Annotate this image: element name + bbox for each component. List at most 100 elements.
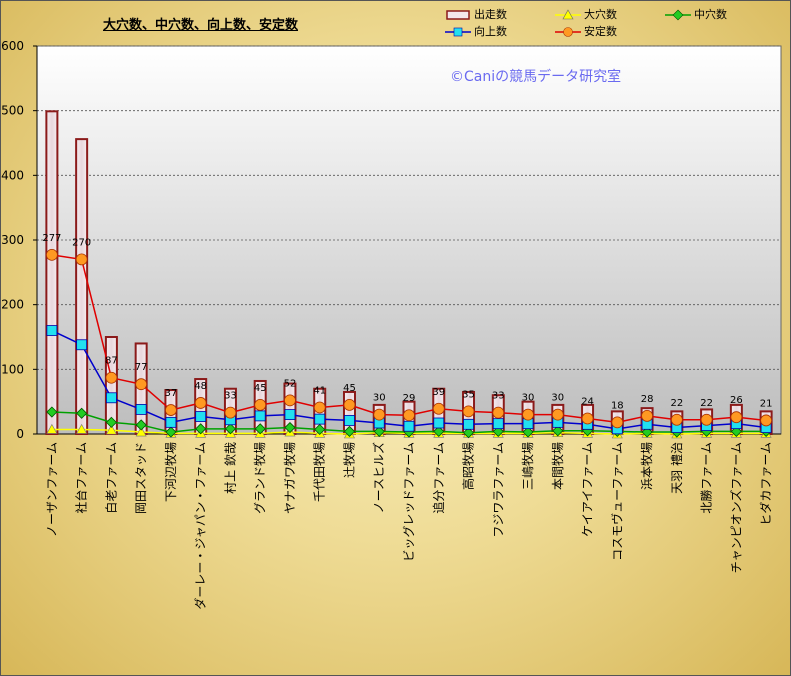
- x-tick-label: コスモヴューファーム: [609, 442, 624, 561]
- legend-item-big-longshot: 大穴数: [554, 8, 664, 22]
- data-point: [165, 416, 177, 428]
- data-label: 37: [165, 388, 178, 399]
- data-point: [135, 404, 147, 415]
- data-point: [165, 426, 177, 438]
- x-tick-label: ダーレー・ジャパン・ファーム: [193, 442, 208, 610]
- data-label: 29: [403, 393, 416, 404]
- data-label: 26: [730, 395, 743, 406]
- x-tick-label: 村上 欽哉: [222, 442, 237, 494]
- data-label: 21: [760, 398, 773, 409]
- data-label: 52: [284, 378, 297, 389]
- data-point: [403, 409, 415, 422]
- data-label: 45: [254, 383, 267, 394]
- data-point: [552, 425, 564, 437]
- data-point: [224, 406, 237, 419]
- x-tick-label: 高昭牧場: [461, 442, 476, 490]
- legend-label: 向上数: [474, 25, 507, 38]
- legend-item-improve: 向上数: [444, 25, 554, 39]
- x-tick-label: ケイアイファーム: [581, 442, 595, 537]
- data-point: [76, 423, 88, 434]
- y-tick-label: 600: [1, 39, 24, 53]
- data-point: [195, 423, 207, 435]
- data-label: 39: [432, 387, 445, 398]
- data-point: [492, 406, 505, 419]
- legend-label: 出走数: [474, 8, 507, 21]
- y-tick-label: 100: [1, 362, 24, 376]
- legend-item-stable: 安定数: [554, 25, 664, 39]
- data-point: [46, 406, 58, 418]
- x-tick-label: 白老ファーム: [103, 442, 118, 514]
- data-label: 35: [462, 389, 475, 400]
- data-point: [670, 413, 683, 426]
- data-point: [433, 425, 445, 437]
- data-label: 33: [224, 391, 237, 402]
- data-point: [611, 416, 624, 429]
- y-tick-label: 400: [1, 168, 24, 182]
- x-tick-label: 岡田スタッド: [134, 442, 148, 514]
- data-point: [551, 408, 564, 421]
- data-point: [730, 411, 743, 424]
- data-point: [224, 423, 237, 435]
- x-tick-label: 辻牧場: [342, 442, 356, 478]
- x-tick-label: チャンピオンズファーム: [728, 442, 743, 573]
- data-label: 30: [373, 393, 386, 404]
- y-tick-label: 0: [16, 427, 24, 441]
- data-label: 45: [343, 383, 356, 394]
- data-point: [135, 426, 147, 437]
- x-tick-label: ヤナガワ牧場: [283, 442, 297, 514]
- x-tick-label: 追分ファーム: [431, 442, 446, 514]
- x-tick-label: フジワラファーム: [491, 442, 505, 538]
- data-point: [165, 404, 177, 416]
- data-point: [462, 427, 475, 439]
- data-point: [641, 409, 653, 422]
- data-label: 18: [611, 400, 624, 411]
- data-point: [373, 425, 385, 437]
- data-label: 28: [641, 394, 654, 405]
- data-point: [45, 248, 58, 261]
- data-point: [522, 426, 534, 438]
- bar: [45, 110, 59, 436]
- data-point: [105, 371, 118, 384]
- data-label: 41: [313, 385, 326, 396]
- data-point: [284, 394, 296, 407]
- data-label: 87: [105, 356, 118, 367]
- x-tick-label: ヒダカファーム: [758, 442, 773, 526]
- data-point: [343, 398, 356, 411]
- data-label: 24: [581, 396, 594, 407]
- x-tick-label: 浜本牧場: [640, 442, 654, 490]
- y-tick-label: 500: [1, 104, 24, 118]
- data-point: [492, 418, 504, 430]
- x-tick-label: 千代田牧場: [313, 442, 327, 502]
- data-point: [284, 409, 296, 421]
- data-label: 22: [670, 398, 683, 409]
- data-point: [313, 401, 326, 414]
- data-point: [46, 325, 58, 336]
- x-tick-label: ビッグレッドファーム: [402, 442, 416, 562]
- data-point: [343, 425, 356, 437]
- data-point: [76, 339, 88, 351]
- x-tick-label: 下河辺牧場: [164, 442, 178, 502]
- y-tick-label: 200: [1, 298, 24, 312]
- legend-label: 中穴数: [694, 8, 727, 21]
- bar: [75, 138, 89, 435]
- data-point: [284, 421, 296, 434]
- data-point: [433, 417, 445, 429]
- data-point: [46, 423, 58, 434]
- x-tick-label: グランド牧場: [253, 442, 267, 514]
- data-point: [314, 423, 326, 436]
- x-tick-label: 三嶋牧場: [521, 442, 535, 490]
- data-point: [254, 398, 267, 411]
- data-point: [344, 415, 355, 426]
- x-tick-label: ノースヒルズ: [371, 442, 386, 513]
- data-point: [254, 423, 266, 435]
- x-tick-label: 本間牧場: [551, 442, 565, 490]
- y-tick-label: 300: [1, 233, 24, 247]
- data-label: 270: [72, 237, 91, 248]
- data-point: [373, 408, 386, 421]
- data-point: [581, 412, 594, 425]
- x-tick-label: 社台ファーム: [74, 442, 89, 514]
- data-label: 48: [194, 381, 207, 392]
- data-point: [522, 408, 534, 421]
- data-point: [462, 405, 475, 418]
- data-point: [135, 419, 147, 431]
